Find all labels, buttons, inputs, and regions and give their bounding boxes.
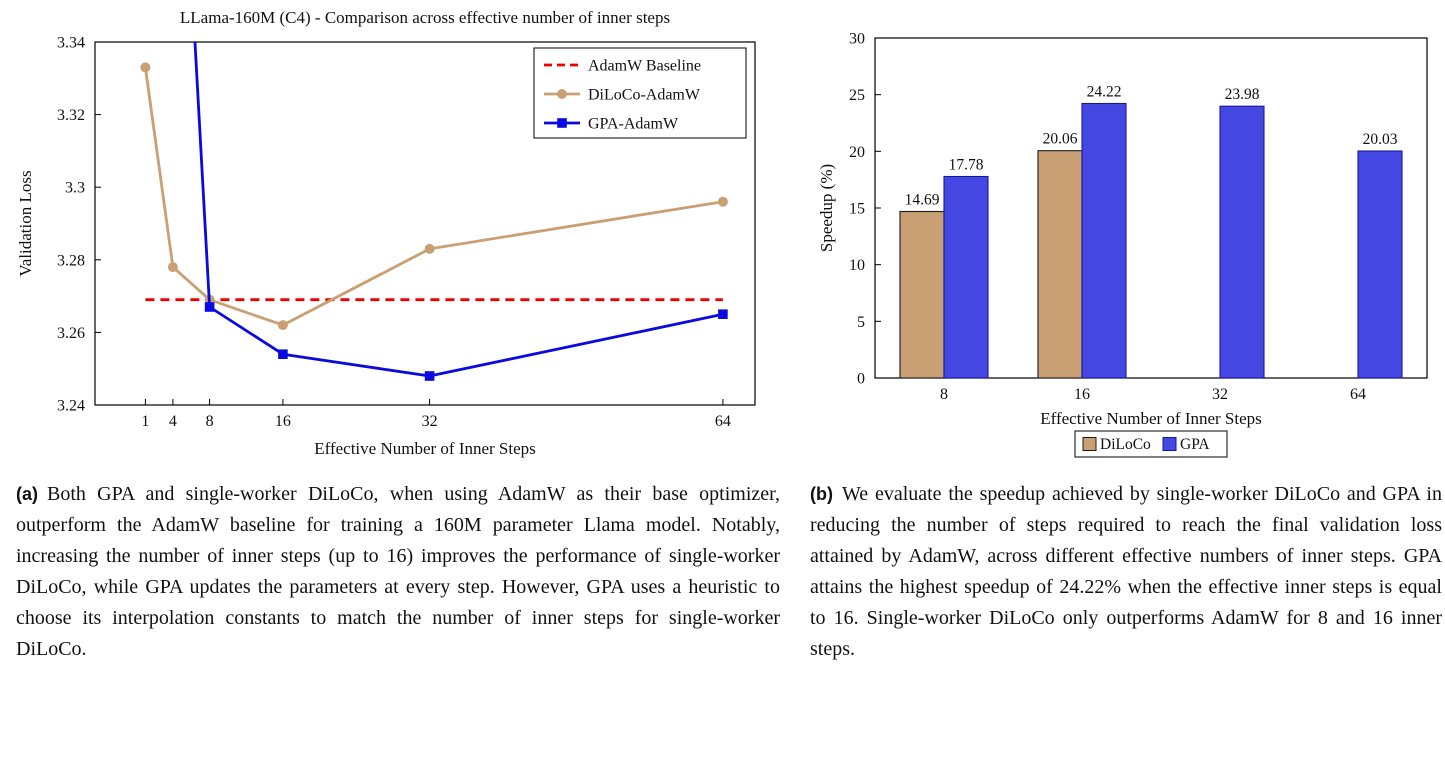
svg-text:GPA: GPA: [1180, 436, 1210, 453]
bar-series-GPA: 17.78 24.22 23.98 20.03: [943, 84, 1403, 379]
svg-text:AdamW Baseline: AdamW Baseline: [588, 58, 701, 75]
svg-text:16: 16: [275, 413, 291, 430]
svg-text:0: 0: [857, 371, 865, 388]
line-chart-xlabel: Effective Number of Inner Steps: [314, 439, 536, 458]
line-plot-frame: [94, 41, 756, 406]
bar-GPA-16: [1081, 102, 1127, 379]
speedup-bar-chart: 0 5 10 15 20 25 30 8 16 32 64 14.69 20.06 17.78 24.22 2…: [817, 31, 1428, 458]
svg-text:3.28: 3.28: [57, 252, 85, 269]
svg-text:8: 8: [206, 413, 214, 430]
bar-value-label: 23.98: [1225, 86, 1260, 103]
figure-panel-b: 0 5 10 15 20 25 30 8 16 32 64 14.69 20.06 17.78 24.22 2…: [810, 0, 1445, 661]
bar-GPA-64: [1357, 150, 1403, 379]
svg-text:10: 10: [849, 257, 865, 274]
bar-chart-legend: DiLoCo GPA: [1074, 430, 1228, 458]
bar-DiLoCo-16: [1037, 150, 1083, 379]
svg-text:32: 32: [422, 413, 438, 430]
line-series-GPA-AdamW: [193, 42, 728, 381]
bar-GPA-8: [943, 175, 989, 379]
svg-text:4: 4: [169, 413, 177, 430]
line-chart-ylabel: Validation Loss: [16, 170, 35, 276]
svg-text:32: 32: [1212, 386, 1228, 403]
svg-text:DiLoCo-AdamW: DiLoCo-AdamW: [588, 87, 701, 104]
caption-b-label: (b): [810, 484, 833, 504]
bar-x-axis-labels: 8 16 32 64: [940, 386, 1366, 403]
bar-value-label: 24.22: [1087, 84, 1122, 101]
svg-text:64: 64: [1350, 386, 1366, 403]
line-chart-title: LLama-160M (C4) - Comparison across effe…: [180, 8, 670, 27]
caption-a-label: (a): [16, 484, 38, 504]
svg-text:3.32: 3.32: [57, 107, 85, 124]
svg-text:3.3: 3.3: [65, 180, 85, 197]
svg-text:8: 8: [940, 386, 948, 403]
svg-text:3.34: 3.34: [57, 35, 85, 52]
svg-text:64: 64: [715, 413, 731, 430]
bar-chart-xlabel: Effective Number of Inner Steps: [1040, 409, 1262, 428]
bar-y-axis-ticks: 0 5 10 15 20 25 30: [849, 31, 881, 388]
line-y-axis-ticks: 3.24 3.26 3.28 3.3 3.32 3.34: [57, 35, 101, 415]
svg-text:5: 5: [857, 314, 865, 331]
bar-value-label: 20.06: [1043, 131, 1078, 148]
caption-b: (b) We evaluate the speedup achieved by s…: [810, 479, 1442, 665]
bar-value-label: 20.03: [1363, 131, 1398, 148]
bar-GPA-32: [1219, 105, 1265, 379]
bar-chart-ylabel: Speedup (%): [817, 164, 836, 252]
bar-DiLoCo-8: [899, 210, 945, 379]
svg-text:3.24: 3.24: [57, 398, 85, 415]
svg-text:25: 25: [849, 87, 865, 104]
line-chart-legend: AdamW Baseline DiLoCo-AdamW GPA-AdamW: [533, 47, 747, 139]
caption-b-text: We evaluate the speedup achieved by sing…: [810, 483, 1442, 660]
bar-value-label: 17.78: [949, 157, 984, 174]
svg-text:20: 20: [849, 144, 865, 161]
validation-loss-line-chart: LLama-160M (C4) - Comparison across effe…: [16, 8, 756, 458]
figure-panel-a: LLama-160M (C4) - Comparison across effe…: [0, 0, 805, 660]
svg-text:16: 16: [1074, 386, 1090, 403]
svg-text:3.26: 3.26: [57, 325, 85, 342]
svg-text:1: 1: [141, 413, 149, 430]
caption-a: (a) Both GPA and single-worker DiLoCo, wh…: [16, 479, 780, 665]
caption-a-text: Both GPA and single-worker DiLoCo, when …: [16, 483, 780, 660]
svg-text:15: 15: [849, 201, 865, 218]
svg-text:DiLoCo: DiLoCo: [1100, 436, 1151, 453]
svg-text:GPA-AdamW: GPA-AdamW: [588, 116, 679, 133]
bar-series-DiLoCo: 14.69 20.06: [899, 131, 1083, 379]
line-x-axis-ticks: 1 4 8 16 32 64: [141, 399, 731, 430]
bar-value-label: 14.69: [905, 192, 940, 209]
svg-text:30: 30: [849, 31, 865, 48]
